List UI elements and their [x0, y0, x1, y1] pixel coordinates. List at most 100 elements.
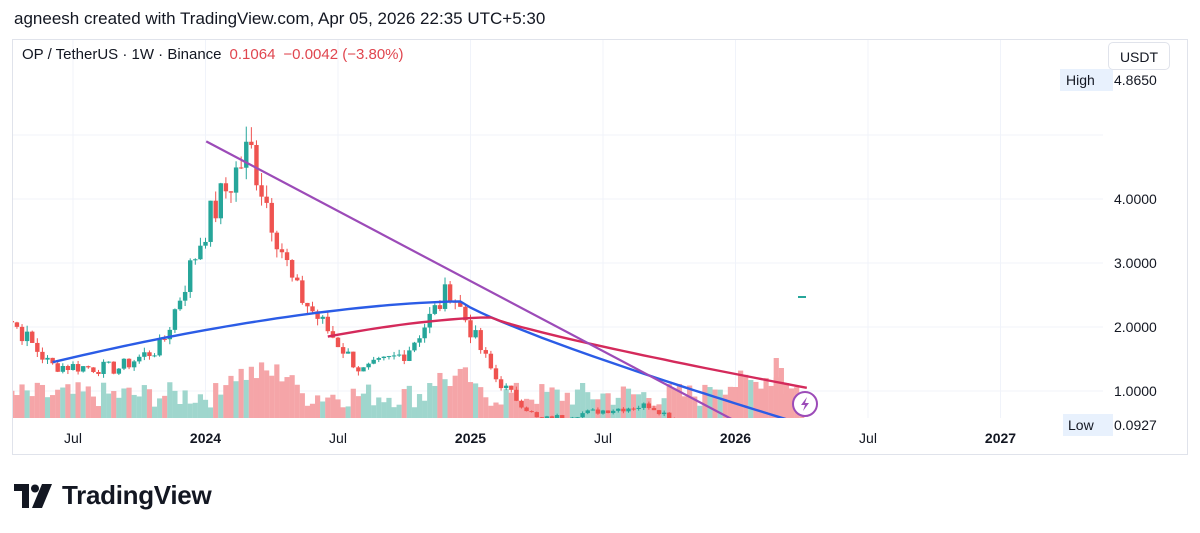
volume-bar	[172, 390, 178, 418]
price-chart[interactable]: 4.0000 3.0000 2.0000 1.0000 Jul 2024 Jul 2025 J…	[13, 40, 1187, 454]
candle	[610, 410, 616, 414]
volume-bar	[238, 368, 244, 418]
trend-line	[205, 140, 801, 454]
candle	[549, 416, 555, 420]
candle	[590, 409, 596, 411]
candle	[55, 363, 60, 372]
volume-bar	[136, 396, 142, 418]
candle	[458, 302, 463, 307]
volume-bar	[126, 387, 132, 418]
chart-frame	[12, 39, 1188, 455]
candle	[432, 305, 438, 314]
candle	[447, 284, 453, 302]
x-tick-label: 2025	[455, 430, 486, 446]
candle	[35, 342, 40, 352]
volume-bar	[70, 393, 76, 418]
x-tick-label: Jul	[329, 430, 347, 446]
volume-bar	[585, 392, 591, 418]
candle	[493, 368, 499, 380]
candle	[218, 183, 223, 219]
last-price-label: 0.1064	[229, 46, 276, 63]
currency-button[interactable]: USDT	[1108, 42, 1170, 70]
candle	[600, 410, 606, 414]
candle	[182, 291, 188, 301]
volume-bar	[50, 395, 56, 418]
candle	[101, 361, 106, 374]
x-tick-label: Jul	[64, 430, 82, 446]
volume-bar	[243, 379, 249, 418]
volume-bar	[788, 388, 795, 418]
volume-bar	[141, 385, 147, 418]
volume-bar	[55, 389, 61, 418]
candle	[233, 167, 239, 193]
low-value: 0.0927	[1114, 417, 1157, 433]
symbol-label[interactable]: OP / TetherUS · 1W · Binance	[22, 46, 222, 63]
volume-bar	[666, 384, 672, 418]
volume-bar	[717, 389, 723, 418]
candle	[157, 338, 162, 356]
volume-bar	[371, 405, 377, 418]
brand-name: TradingView	[62, 480, 212, 510]
volume-bar	[783, 383, 790, 418]
candle	[478, 330, 483, 351]
candle	[595, 409, 601, 414]
candle	[264, 196, 269, 203]
volume-bar	[722, 394, 728, 418]
candle	[366, 363, 371, 368]
volume-bar	[615, 397, 621, 418]
volume-bar	[13, 390, 15, 418]
candle	[295, 277, 300, 281]
volume-bar	[167, 382, 173, 418]
candle	[208, 200, 213, 242]
volume-bar	[671, 388, 677, 418]
candle	[24, 331, 30, 342]
candle	[422, 327, 427, 339]
candle	[345, 351, 351, 354]
candle	[259, 185, 264, 197]
candle	[137, 356, 142, 362]
volume-bar	[539, 384, 545, 418]
candle	[621, 408, 626, 412]
volume-bar	[478, 387, 484, 418]
candle	[223, 183, 229, 192]
volume-bar	[192, 402, 198, 418]
y-tick-label: 4.0000	[1114, 191, 1157, 207]
candle	[651, 408, 657, 411]
candle	[442, 284, 448, 309]
tradingview-logo[interactable]: TradingView	[14, 480, 212, 511]
candle	[274, 232, 280, 250]
volume-bar	[753, 381, 759, 418]
volume-bar	[737, 370, 744, 418]
candle	[641, 403, 646, 408]
candle	[126, 358, 132, 368]
candle	[554, 415, 560, 420]
volume-bar	[355, 396, 361, 418]
volume-bar	[508, 392, 514, 418]
volume-bar	[748, 380, 754, 418]
candle	[437, 305, 443, 309]
candle	[203, 241, 208, 246]
volume-bar	[39, 384, 46, 418]
volume-bar	[213, 383, 219, 418]
candle	[40, 351, 45, 360]
candle	[631, 408, 636, 410]
volume-bar	[697, 405, 703, 418]
candle	[147, 352, 152, 357]
volume-bar	[228, 375, 234, 418]
candle	[305, 302, 310, 307]
candle	[238, 167, 244, 169]
volume-bar	[304, 405, 311, 418]
chart-legend: OP / TetherUS · 1W · Binance 0.1064 −0.004…	[22, 46, 404, 63]
candle	[279, 249, 285, 253]
volume-bar	[335, 399, 341, 418]
volume-bar	[580, 382, 586, 418]
candle	[585, 410, 590, 414]
volume-bar	[253, 378, 260, 418]
ma-fast-line	[52, 300, 808, 427]
volume-bar	[559, 400, 565, 418]
candle	[13, 321, 15, 323]
volume-bar	[294, 384, 300, 418]
volume-bar	[544, 391, 550, 418]
candle	[14, 322, 20, 327]
candle	[407, 350, 412, 361]
